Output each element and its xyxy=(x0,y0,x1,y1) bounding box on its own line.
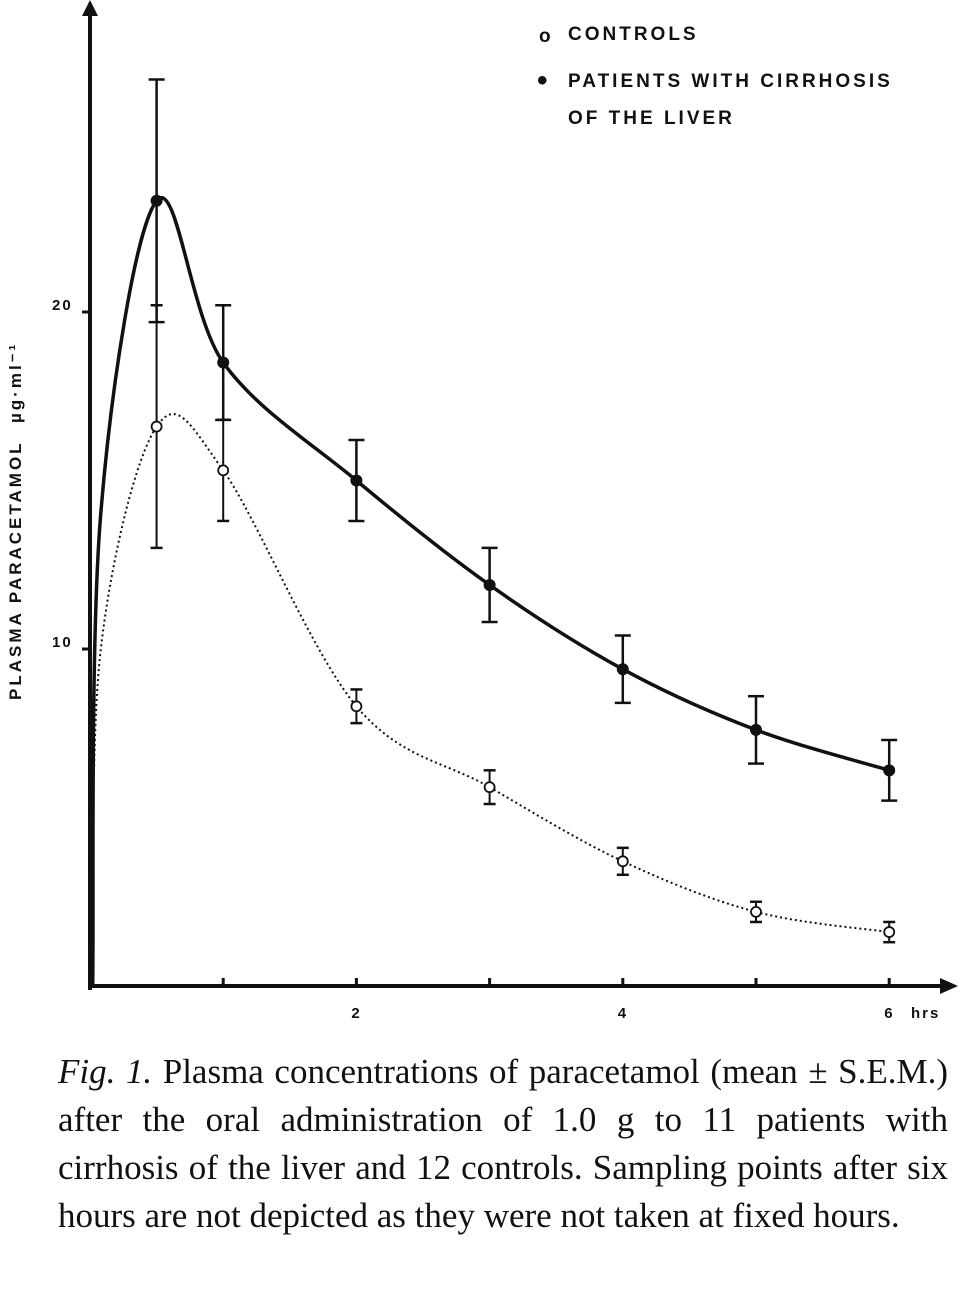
legend-controls-label: CONTROLS xyxy=(568,24,699,45)
data-point xyxy=(150,420,163,433)
data-point xyxy=(350,474,363,487)
data-point xyxy=(616,663,629,676)
x-tick-label: 6 xyxy=(884,1005,894,1022)
data-point xyxy=(217,356,230,369)
paracetamol-chart: PLASMA PARACETAMOL µg·ml⁻¹ 2 4 6 10 20 hrs o… xyxy=(6,0,958,1022)
data-point xyxy=(616,855,629,868)
legend-patients-label-line2: OF THE LIVER xyxy=(568,108,735,129)
data-point xyxy=(350,700,363,713)
legend-patients-marker: • xyxy=(537,64,551,97)
series-line xyxy=(91,413,890,987)
legend-controls-marker: o xyxy=(539,26,554,47)
y-axis-title: PLASMA PARACETAMOL µg·ml⁻¹ xyxy=(6,342,25,700)
series-line xyxy=(90,196,890,987)
legend: o CONTROLS • PATIENTS WITH CIRRHOSIS OF … xyxy=(537,24,893,129)
data-point xyxy=(217,464,230,477)
legend-patients-label-line1: PATIENTS WITH CIRRHOSIS xyxy=(568,71,893,92)
series-controls xyxy=(91,304,896,987)
y-tick-label: 20 xyxy=(52,297,73,314)
data-point xyxy=(483,578,496,591)
series-patients xyxy=(90,78,898,987)
x-axis-unit-label: hrs xyxy=(911,1005,940,1022)
data-point xyxy=(483,781,496,794)
data-point xyxy=(883,926,896,938)
y-tick-label: 10 xyxy=(52,634,73,651)
figure-label: Fig. 1. xyxy=(58,1052,153,1091)
data-point xyxy=(150,194,163,207)
data-point xyxy=(750,723,762,736)
data-point xyxy=(883,764,896,777)
axis-ticks: 2 4 6 10 20 xyxy=(52,297,894,1022)
figure-caption: Fig. 1. Plasma concentrations of paracet… xyxy=(58,1048,948,1240)
caption-text: Plasma concentrations of paracetamol (me… xyxy=(58,1052,948,1235)
data-point xyxy=(750,905,762,918)
x-tick-label: 2 xyxy=(351,1005,361,1022)
y-axis-arrow-icon xyxy=(82,0,98,16)
x-axis-arrow-icon xyxy=(940,978,958,994)
series-layer xyxy=(90,78,898,987)
x-tick-label: 4 xyxy=(618,1005,628,1022)
